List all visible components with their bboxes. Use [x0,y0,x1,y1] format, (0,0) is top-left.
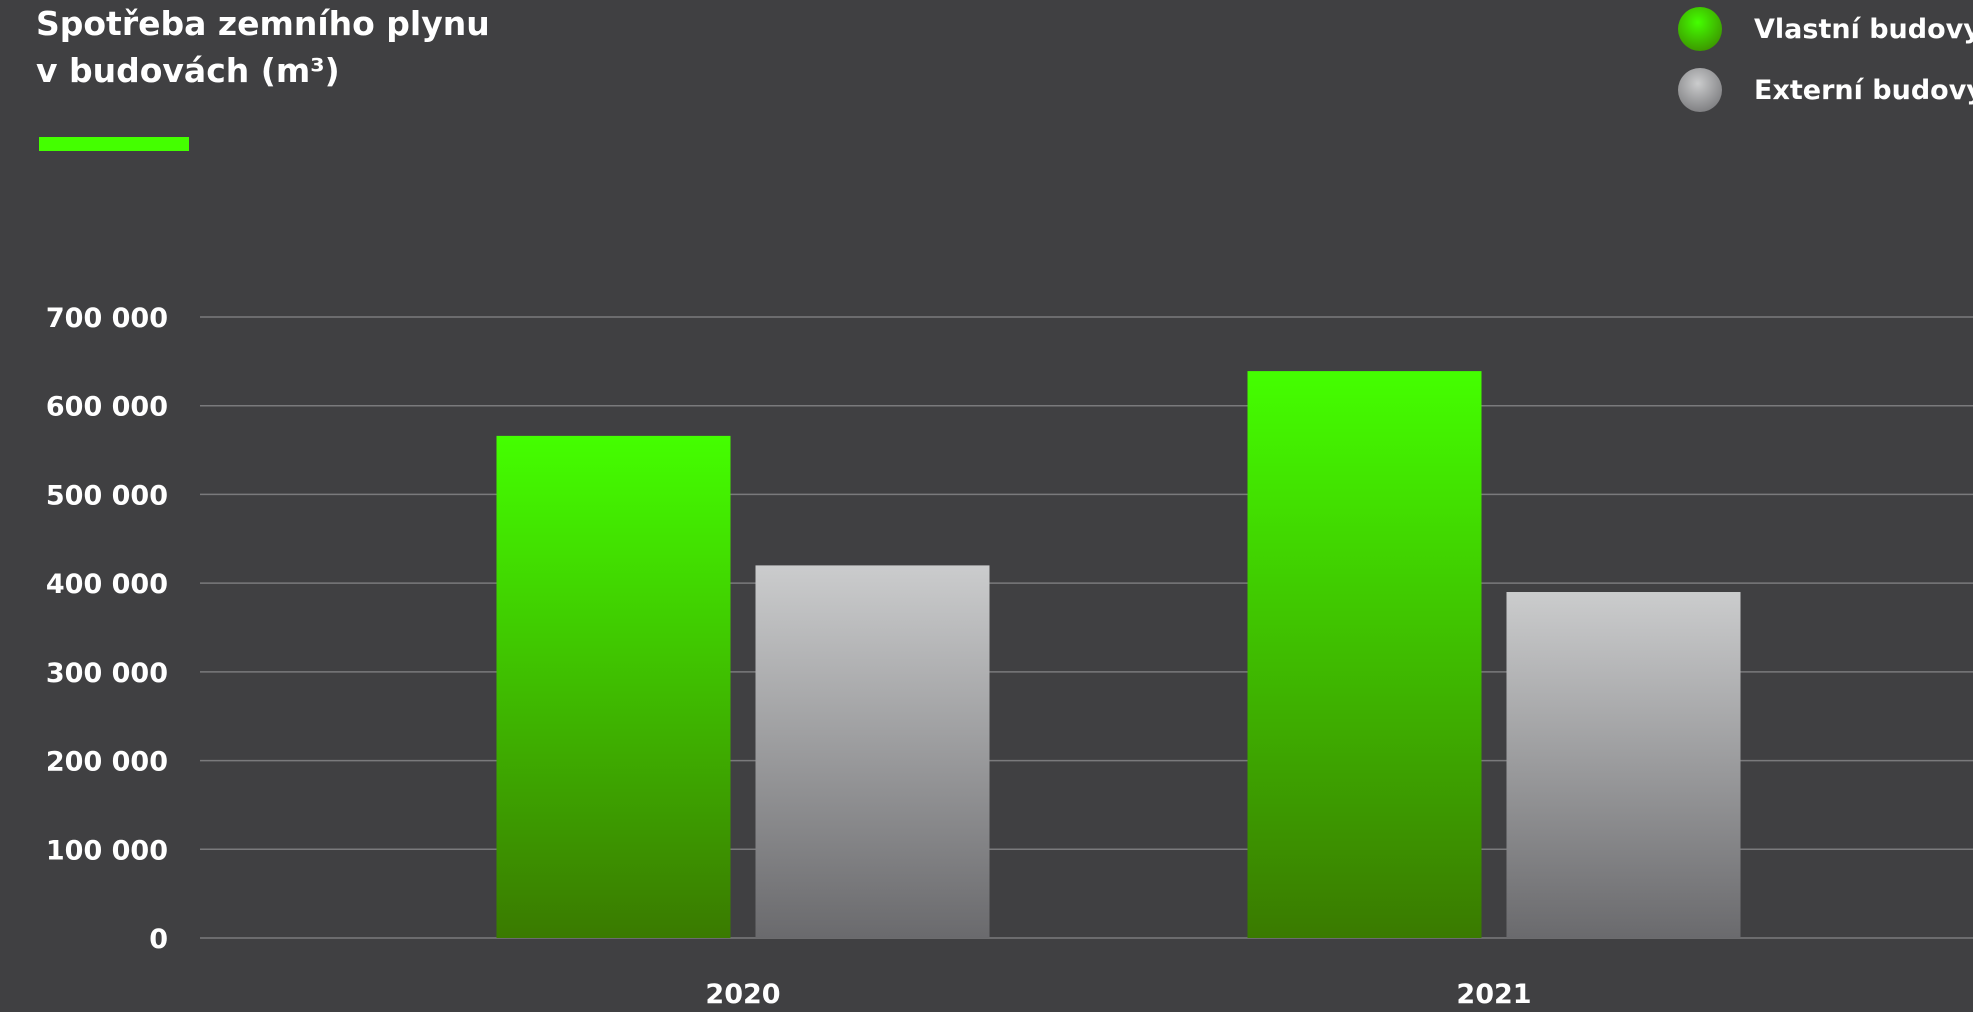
y-tick-label-1: 100 000 [46,835,168,866]
legend-item-own: Vlastní budovy [1678,6,1973,52]
x-tick-label-2020: 2020 [705,979,780,1010]
legend-swatch-external [1678,68,1722,112]
x-axis-tick-labels: 2020 2021 [705,979,1531,1010]
legend-label-external: Externí budovy [1754,74,1973,106]
y-tick-label-0: 0 [149,924,168,955]
title-accent-bar [39,137,189,151]
chart-title: Spotřeba zemního plynu v budovách (m³) [36,0,490,94]
legend-swatch-own [1678,7,1722,51]
y-tick-label-4: 400 000 [46,569,168,600]
y-tick-label-2: 200 000 [46,747,168,778]
y-tick-label-6: 600 000 [46,392,168,423]
y-tick-label-5: 500 000 [46,480,168,511]
chart-title-line-2: v budovách (m³) [36,51,340,90]
legend-label-own: Vlastní budovy [1754,13,1973,45]
bar-2021-own [1247,371,1482,938]
y-tick-label-7: 700 000 [46,303,168,334]
x-tick-label-2021: 2021 [1456,979,1531,1010]
y-axis-tick-labels: 0 100 000 200 000 300 000 400 000 500 000 600 … [46,303,168,955]
bar-2020-external [755,565,990,938]
legend-item-external: Externí budovy [1678,67,1973,113]
bar-2020-own [496,435,731,938]
y-tick-label-3: 300 000 [46,658,168,689]
legend: Vlastní budovy Externí budovy [1678,6,1973,128]
bar-2021-external [1506,592,1741,938]
chart-title-line-1: Spotřeba zemního plynu [36,4,490,43]
bars [496,371,1741,938]
